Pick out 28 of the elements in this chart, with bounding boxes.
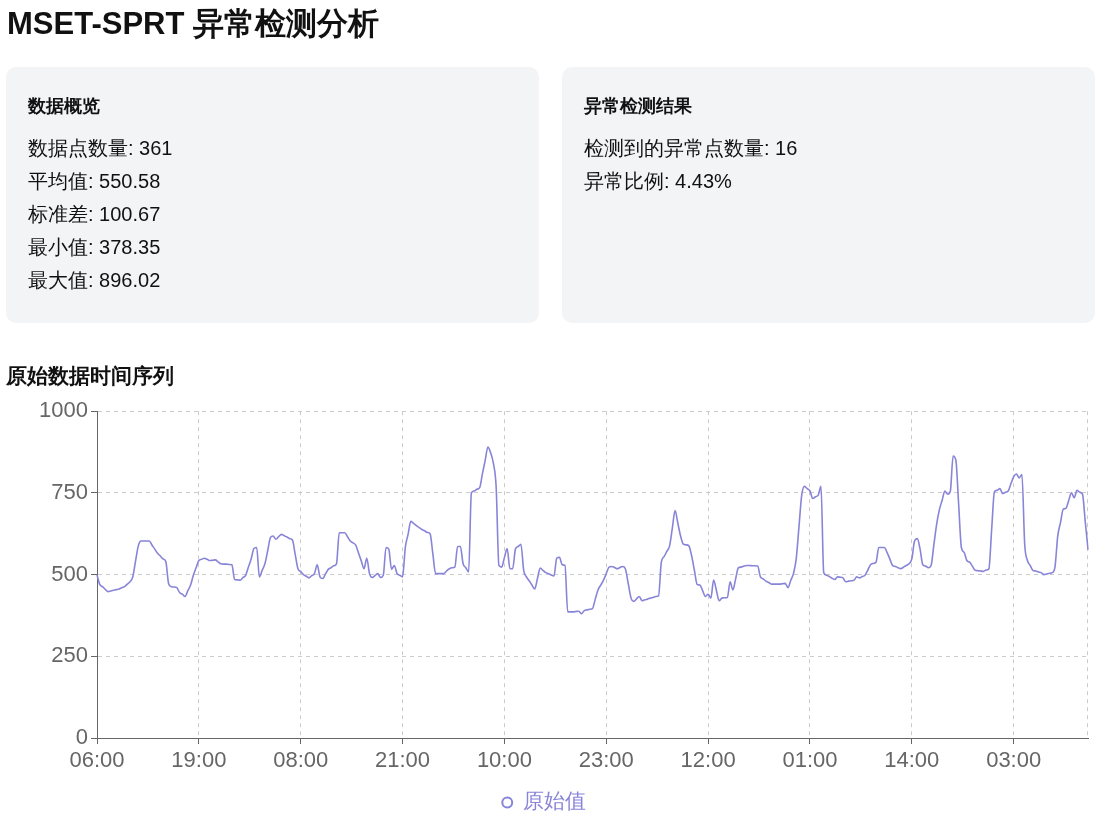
text: 数据概览 (28, 95, 101, 118)
text: 数据点数量: 361 (28, 136, 174, 161)
text: MSET-SPRT 异常检测分析 (7, 5, 380, 43)
x-tick-label: 06:00 (69, 747, 125, 773)
text: 平均值: 550.58 (28, 169, 162, 194)
x-tick-label: 21:00 (375, 747, 431, 773)
x-tick-label: 08:00 (273, 747, 329, 773)
x-tick-label: 01:00 (782, 747, 838, 773)
text: 标准差: 100.67 (28, 202, 162, 227)
chart-title: 原始数据时间序列 (6, 363, 174, 389)
x-tick-label: 23:00 (578, 747, 634, 773)
line-series (96, 446, 1089, 615)
x-tick-label: 12:00 (680, 747, 736, 773)
y-tick-label: 500 (51, 560, 88, 586)
x-tick-label: 14:00 (884, 747, 940, 773)
y-tick-label: 250 (51, 642, 88, 668)
x-tick-label: 10:00 (476, 747, 532, 773)
y-tick-label: 0 (75, 724, 88, 750)
y-tick-label: 750 (51, 478, 88, 504)
text: 最大值: 896.02 (28, 268, 162, 293)
text: 异常检测结果 (584, 95, 693, 118)
text: 检测到的异常点数量: 16 (584, 136, 799, 161)
text: 最小值: 378.35 (28, 235, 162, 260)
text: 异常比例: 4.43% (584, 169, 733, 194)
x-tick-label: 19:00 (171, 747, 227, 773)
legend-label: 原始值 (522, 789, 586, 813)
y-tick-label: 1000 (39, 397, 88, 423)
x-tick-label: 03:00 (986, 747, 1042, 773)
